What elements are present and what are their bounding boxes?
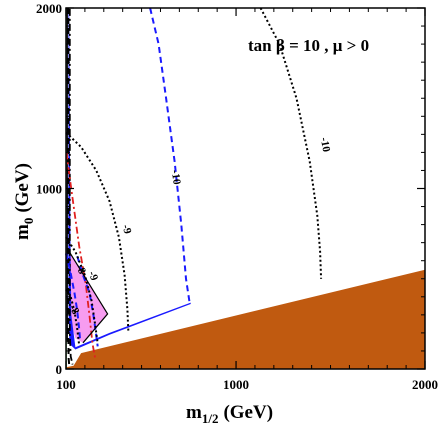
axes: 100 1000 2000 0 1000 2000: [36, 1, 438, 392]
x-tick-label: 1000: [223, 377, 249, 392]
black-contour-10: [259, 7, 323, 279]
y-tick-label: 2000: [36, 1, 62, 16]
black-contour-7: [65, 289, 81, 346]
y-axis-label-sub: 0: [21, 218, 36, 225]
y-axis-label-base: m: [12, 224, 33, 240]
black-contour-9: [65, 131, 130, 333]
contour-label: -10: [318, 136, 332, 153]
contour-label: -10: [169, 169, 183, 186]
y-tick-label: 0: [56, 362, 63, 377]
x-tick-label: 100: [56, 377, 76, 392]
x-axis-label: m1/2 (GeV): [186, 402, 273, 426]
x-axis-label-sub: 1/2: [202, 411, 219, 426]
shaded-regions: [66, 8, 425, 369]
y-tick-label: 1000: [36, 182, 62, 197]
contour-labels: -10-10-9-9-8-8: [66, 136, 332, 317]
contour-label: -9: [86, 270, 101, 283]
x-axis-label-unit: (GeV): [223, 402, 273, 423]
tan-beta-annotation: tan β = 10 , μ > 0: [248, 36, 369, 55]
blue-contour-10: [149, 7, 191, 305]
y-axis-label-unit: (GeV): [12, 163, 33, 213]
contour-label: -9: [120, 223, 134, 235]
black-contour-8: [65, 236, 99, 344]
g-2-bound-line: [69, 252, 109, 344]
g-2-region: [69, 252, 108, 343]
x-axis-label-base: m: [186, 402, 202, 423]
bsg-contour: [65, 152, 97, 360]
x-tick-label: 2000: [412, 377, 438, 392]
y-axis-label: m0 (GeV): [12, 163, 36, 240]
charged-lsp-region: [66, 269, 425, 369]
